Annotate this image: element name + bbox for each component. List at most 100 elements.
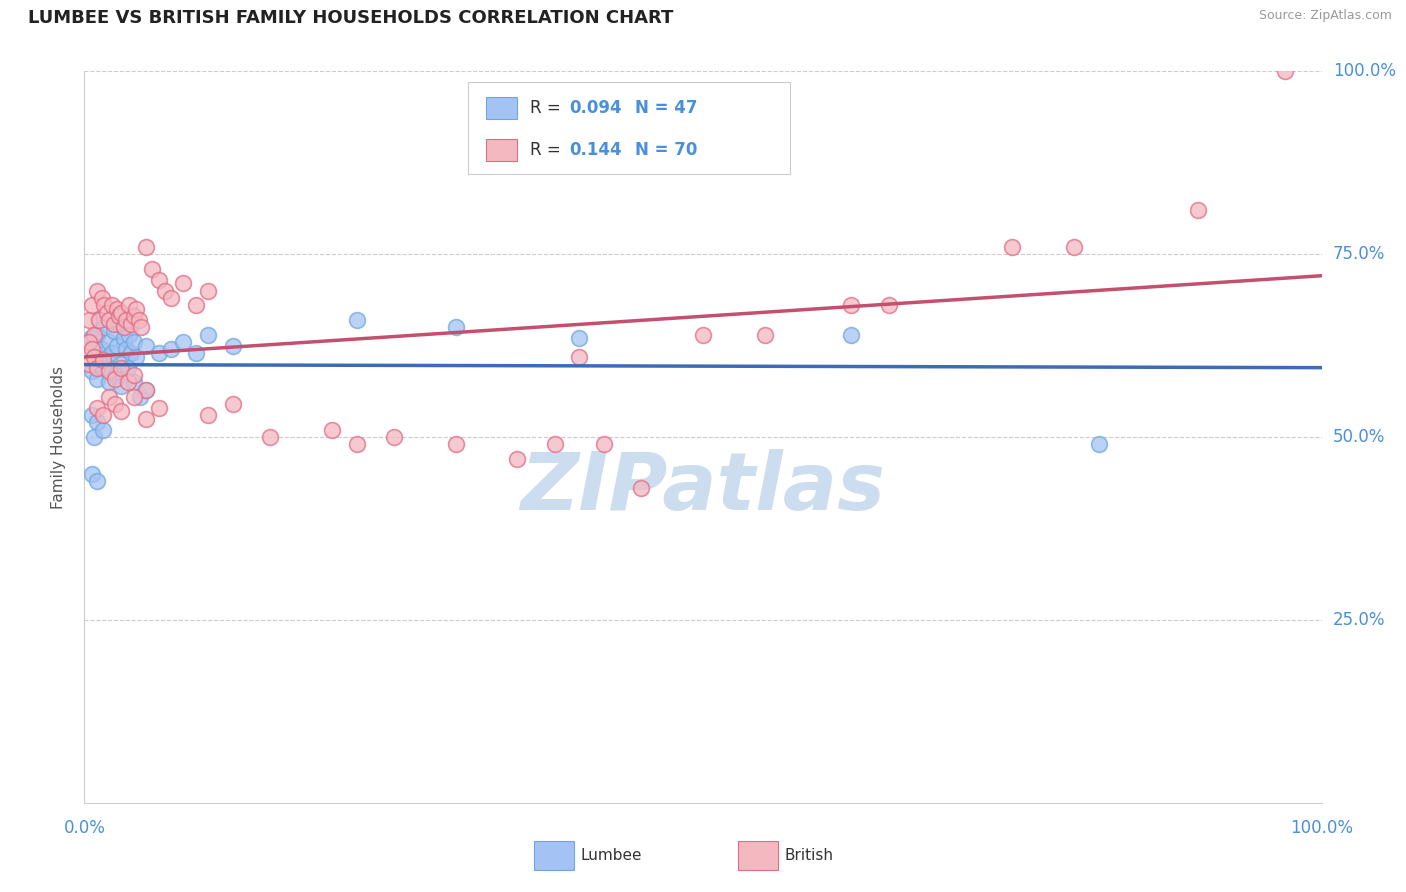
Point (141, 261, 163, 276)
Point (115, 343, 138, 357)
Point (91, 353, 114, 368)
Point (83, 350, 105, 364)
Point (79, 357, 101, 371)
Point (83, 430, 105, 444)
Point (148, 346, 170, 360)
Point (118, 327, 141, 342)
Point (86, 284, 108, 298)
Point (104, 368, 127, 382)
Point (125, 301, 148, 317)
Text: LUMBEE VS BRITISH FAMILY HOUSEHOLDS CORRELATION CHART: LUMBEE VS BRITISH FAMILY HOUSEHOLDS CORR… (28, 9, 673, 27)
Point (1001, 240, 1024, 254)
Text: 75.0%: 75.0% (1333, 245, 1385, 263)
Point (172, 334, 194, 349)
Point (122, 334, 145, 349)
Point (321, 423, 343, 437)
Point (112, 331, 135, 345)
Y-axis label: Family Households: Family Households (51, 366, 66, 508)
Point (593, 437, 616, 451)
Point (1187, 203, 1209, 218)
Point (172, 277, 194, 291)
Point (100, 346, 122, 360)
Point (83, 338, 105, 352)
Point (91, 360, 114, 375)
Point (98, 313, 121, 327)
Point (118, 298, 141, 312)
Point (122, 376, 145, 390)
Point (108, 317, 131, 331)
Point (80, 408, 103, 422)
Point (93, 298, 115, 312)
Point (86, 371, 108, 385)
Point (110, 379, 132, 393)
Point (93, 320, 115, 334)
Point (90, 291, 112, 305)
Point (117, 360, 139, 375)
Point (120, 346, 142, 360)
Point (346, 313, 368, 327)
Point (108, 310, 131, 324)
Point (160, 291, 183, 305)
Point (135, 383, 157, 397)
Point (444, 437, 467, 451)
Point (222, 338, 245, 352)
Point (129, 320, 152, 334)
Point (184, 346, 207, 360)
Point (122, 310, 145, 324)
Point (259, 430, 281, 444)
Point (91, 423, 114, 437)
Point (1274, 64, 1296, 78)
Text: R =: R = (530, 141, 561, 159)
Point (96, 350, 118, 364)
Point (104, 397, 127, 411)
Text: 100.0%: 100.0% (1291, 820, 1353, 838)
Point (125, 350, 148, 364)
Point (103, 317, 125, 331)
Point (128, 313, 150, 327)
Point (444, 320, 467, 334)
Point (197, 408, 219, 422)
Point (568, 350, 591, 364)
Point (122, 368, 145, 382)
Point (86, 401, 108, 415)
Point (89, 313, 111, 327)
Point (222, 397, 245, 411)
Point (117, 376, 139, 390)
Point (89, 313, 111, 327)
Point (543, 437, 565, 451)
Text: N = 70: N = 70 (636, 141, 697, 159)
Text: 50.0%: 50.0% (1333, 428, 1385, 446)
Point (91, 408, 114, 422)
Point (110, 404, 132, 418)
Text: 25.0%: 25.0% (1333, 611, 1385, 629)
Point (86, 360, 108, 375)
Point (112, 320, 135, 334)
Point (86, 474, 108, 488)
Point (135, 240, 157, 254)
Point (80, 343, 103, 357)
Point (110, 306, 132, 320)
Point (148, 273, 170, 287)
FancyBboxPatch shape (468, 82, 790, 174)
FancyBboxPatch shape (486, 138, 517, 161)
Point (79, 313, 101, 327)
Point (184, 298, 207, 312)
Text: Lumbee: Lumbee (581, 848, 643, 863)
Point (197, 284, 219, 298)
Point (110, 360, 132, 375)
Point (80, 364, 103, 378)
Point (841, 298, 863, 312)
Point (506, 452, 529, 467)
Point (197, 327, 219, 342)
Point (80, 298, 103, 312)
Point (692, 327, 714, 342)
Text: 0.094: 0.094 (569, 99, 621, 117)
Point (160, 343, 183, 357)
Point (841, 327, 863, 342)
Point (382, 430, 405, 444)
Point (79, 334, 101, 349)
FancyBboxPatch shape (486, 97, 517, 119)
Text: 0.0%: 0.0% (63, 820, 105, 838)
Point (877, 298, 900, 312)
Point (83, 327, 105, 342)
